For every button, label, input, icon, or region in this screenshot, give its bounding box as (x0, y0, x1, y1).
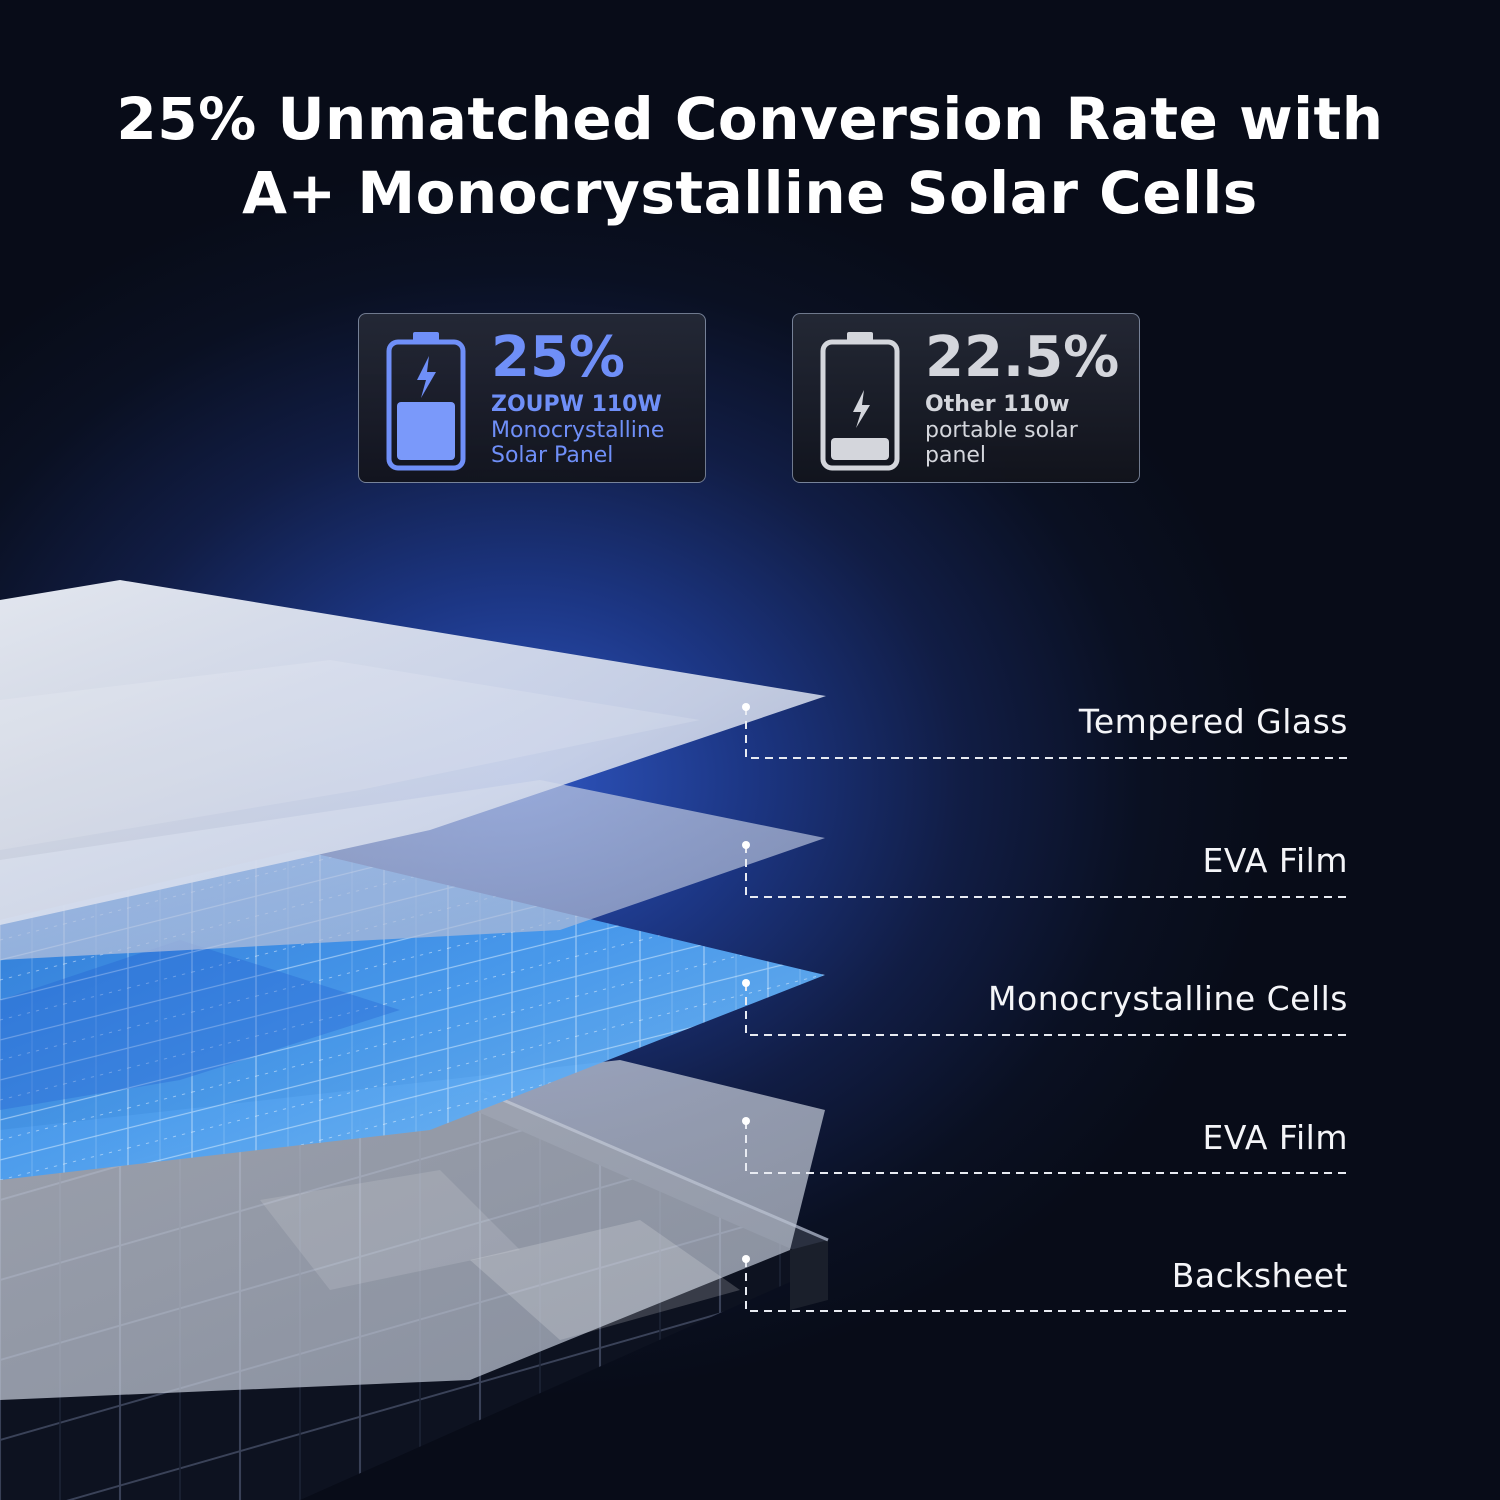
zoupw-description: Monocrystalline Solar Panel (491, 418, 665, 468)
label-monocrystalline-cells: Monocrystalline Cells (988, 979, 1348, 1018)
tempered-glass-layer (0, 580, 826, 925)
callout-dots (742, 703, 750, 1263)
other-percent: 22.5% (925, 325, 1120, 390)
label-tempered-glass: Tempered Glass (1078, 702, 1348, 741)
headline-line-1: 25% Unmatched Conversion Rate with (116, 85, 1384, 153)
battery-low-icon (820, 332, 900, 471)
label-eva-film-upper: EVA Film (1202, 841, 1348, 880)
other-charge-fill (831, 438, 889, 460)
callout-lines (745, 707, 1348, 1312)
label-eva-film-lower: EVA Film (1202, 1118, 1348, 1157)
upper-eva-film-layer (0, 780, 825, 960)
zoupw-charge-fill (397, 402, 455, 460)
headline: 25% Unmatched Conversion Rate with A+ Mo… (0, 82, 1500, 230)
other-efficiency-card: 22.5% Other 110w portable solar panel (792, 313, 1140, 483)
battery-charging-icon (386, 332, 466, 471)
zoupw-efficiency-card: 25% ZOUPW 110W Monocrystalline Solar Pan… (358, 313, 706, 483)
other-brand: Other 110w (925, 392, 1070, 417)
other-description: portable solar panel (925, 418, 1078, 468)
zoupw-brand: ZOUPW 110W (491, 392, 662, 417)
zoupw-percent: 25% (491, 325, 626, 390)
headline-line-2: A+ Monocrystalline Solar Cells (242, 159, 1258, 227)
label-backsheet: Backsheet (1171, 1256, 1348, 1295)
